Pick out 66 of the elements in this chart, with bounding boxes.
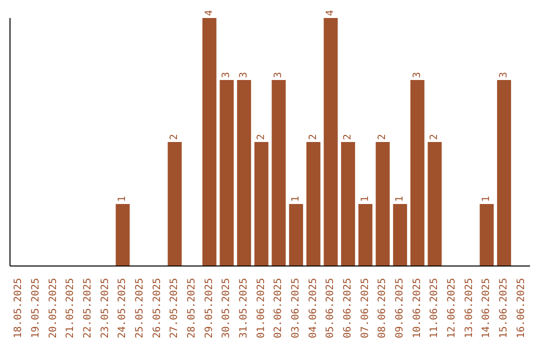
x-tick-label: 22.05.2025 — [82, 278, 94, 338]
x-tick-label: 11.06.2025 — [429, 278, 440, 338]
x-tick-label: 26.05.2025 — [152, 278, 163, 338]
data-label: 3 — [412, 72, 423, 78]
bar — [254, 142, 268, 266]
x-tick-label: 15.06.2025 — [498, 278, 510, 338]
x-tick-label: 13.06.2025 — [464, 278, 475, 338]
bar — [116, 204, 130, 266]
x-tick-label: 20.05.2025 — [48, 278, 59, 338]
bar — [272, 80, 286, 266]
x-tick-label: 21.05.2025 — [65, 278, 76, 338]
bar — [341, 142, 356, 266]
bar — [410, 80, 424, 266]
x-tick-label: 19.05.2025 — [30, 278, 42, 338]
data-label: 3 — [273, 72, 284, 78]
x-tick-label: 16.06.2025 — [516, 278, 527, 338]
data-label: 3 — [221, 72, 232, 78]
x-tick-label: 07.06.2025 — [360, 278, 371, 338]
data-label: 1 — [394, 196, 406, 202]
x-tick-label: 09.06.2025 — [394, 278, 406, 338]
data-label: 2 — [429, 134, 440, 140]
data-label: 4 — [204, 10, 215, 16]
data-label: 1 — [290, 196, 302, 202]
bar — [428, 142, 442, 266]
x-tick-label: 14.06.2025 — [481, 278, 492, 338]
data-label: 1 — [117, 196, 128, 202]
data-label: 2 — [377, 134, 388, 140]
bar — [324, 18, 338, 266]
bar — [289, 204, 304, 266]
data-label: 2 — [342, 134, 354, 140]
bar — [237, 80, 252, 266]
bar — [306, 142, 320, 266]
bar — [168, 142, 182, 266]
bar — [376, 142, 390, 266]
x-tick-label: 12.06.2025 — [446, 278, 458, 338]
bar — [480, 204, 494, 266]
data-label: 1 — [360, 196, 371, 202]
bar — [497, 80, 512, 266]
x-tick-label: 06.06.2025 — [342, 278, 354, 338]
x-tick-label: 01.06.2025 — [256, 278, 267, 338]
x-tick-label: 24.05.2025 — [117, 278, 128, 338]
x-tick-label: 28.05.2025 — [186, 278, 198, 338]
x-tick-label: 30.05.2025 — [221, 278, 232, 338]
x-tick-label: 02.06.2025 — [273, 278, 284, 338]
x-tick-label: 03.06.2025 — [290, 278, 302, 338]
x-tick-label: 29.05.2025 — [204, 278, 215, 338]
bar — [202, 18, 216, 266]
data-label: 4 — [325, 10, 336, 16]
data-label: 2 — [169, 134, 180, 140]
bar — [358, 204, 372, 266]
bar — [393, 204, 408, 266]
x-tick-label: 27.05.2025 — [169, 278, 180, 338]
data-label: 2 — [256, 134, 267, 140]
x-tick-label: 08.06.2025 — [377, 278, 388, 338]
x-tick-label: 10.06.2025 — [412, 278, 423, 338]
x-tick-label: 23.05.2025 — [100, 278, 111, 338]
data-label: 1 — [481, 196, 492, 202]
x-tick-label: 04.06.2025 — [308, 278, 319, 338]
bar — [220, 80, 234, 266]
x-tick-label: 18.05.2025 — [13, 278, 24, 338]
x-tick-label: 05.06.2025 — [325, 278, 336, 338]
x-tick-label: 31.05.2025 — [238, 278, 250, 338]
x-tick-label: 25.05.2025 — [134, 278, 146, 338]
data-label: 3 — [498, 72, 510, 78]
data-label: 3 — [238, 72, 250, 78]
data-label: 2 — [308, 134, 319, 140]
